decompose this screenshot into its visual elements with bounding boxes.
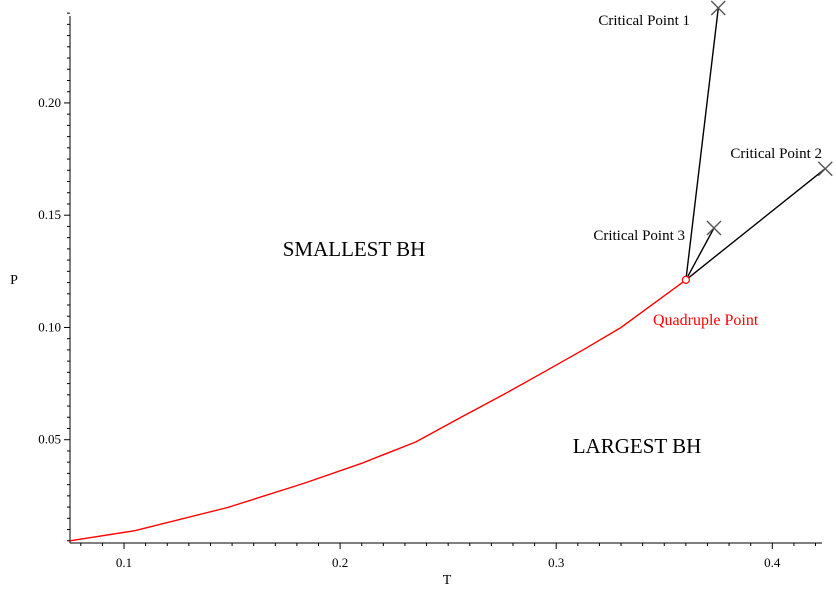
x-tick-label: 0.1 — [116, 555, 132, 570]
quadruple-point-label: Quadruple Point — [653, 312, 759, 329]
x-tick-label: 0.3 — [548, 555, 564, 570]
critical-point-1-label: Critical Point 1 — [598, 13, 690, 29]
y-axis-title: P — [10, 273, 18, 288]
markers-layer — [681, 0, 833, 284]
critical-point-2-label: Critical Point 2 — [730, 146, 822, 162]
marker-stroke — [817, 161, 833, 177]
critical-point-1-marker — [710, 0, 726, 16]
region-labels: SMALLEST BH LARGEST BH — [283, 237, 702, 458]
y-tick-label: 0.05 — [38, 432, 61, 447]
tick-labels: 0.1 0.2 0.3 0.4 0.05 0.10 0.15 0.20 — [38, 95, 781, 570]
ticks — [64, 12, 817, 549]
region-label-smallest-bh: SMALLEST BH — [283, 237, 426, 261]
point-labels: Critical Point 1 Critical Point 2 Critic… — [593, 13, 822, 329]
axes — [69, 16, 822, 544]
x-tick-label: 0.2 — [332, 555, 348, 570]
coexistence-line-2 — [685, 168, 826, 281]
coexistence-curve-red — [69, 279, 687, 542]
y-tick-label: 0.20 — [38, 95, 61, 110]
marker-stroke — [710, 0, 726, 16]
x-tick-label: 0.4 — [764, 555, 781, 570]
x-axis-title: T — [443, 573, 452, 588]
critical-point-3-label: Critical Point 3 — [593, 228, 685, 244]
marker-stroke — [706, 220, 722, 236]
quadruple-point-marker — [681, 275, 690, 284]
series-layer — [69, 7, 826, 542]
y-tick-label: 0.10 — [38, 319, 61, 334]
critical-point-3-marker — [706, 220, 722, 236]
coexistence-line-3 — [685, 227, 715, 281]
region-label-largest-bh: LARGEST BH — [573, 434, 702, 458]
coexistence-line-1 — [685, 7, 719, 280]
critical-point-2-marker — [817, 161, 833, 177]
y-tick-label: 0.15 — [38, 207, 61, 222]
